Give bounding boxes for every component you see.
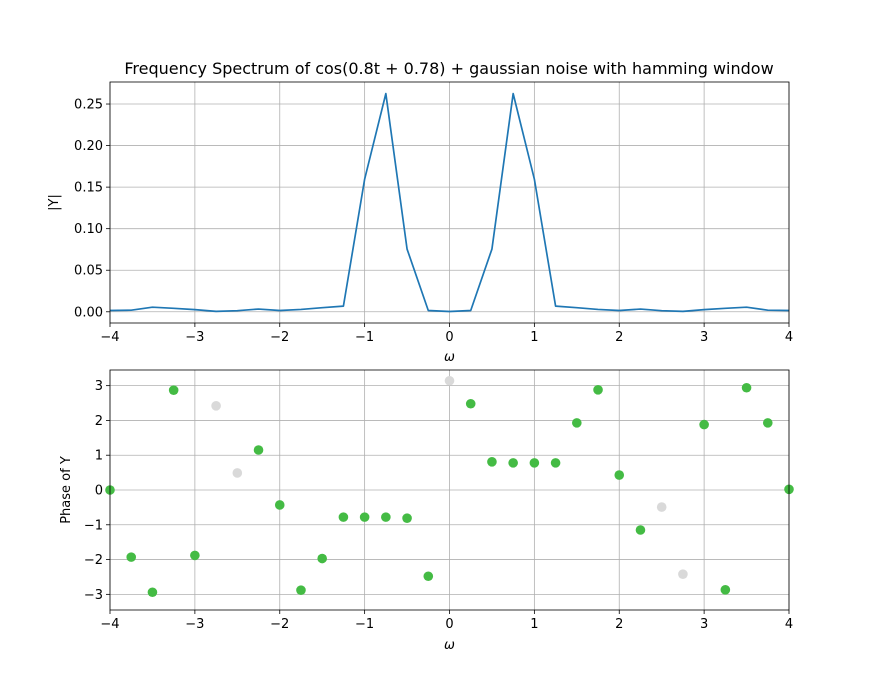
phase-point [550, 458, 561, 468]
phase-point [317, 553, 327, 564]
phase-point [147, 587, 158, 598]
phase-xtick-label: 1 [530, 617, 538, 632]
phase-xtick-label: −1 [355, 617, 374, 632]
mag-xtick-label: −3 [185, 330, 204, 345]
mag-ytick-label: 0.25 [74, 98, 103, 113]
phase-point [232, 468, 243, 478]
mag-ytick-label: 0.05 [74, 264, 103, 279]
mag-xlabel: ω [444, 350, 455, 365]
phase-plot: −4 −3 −2 −1 0 1 2 3 4 −3 −2 −1 0 1 2 3 ω Phase of Y [59, 369, 794, 653]
phase-ytick-label: −1 [84, 518, 103, 533]
mag-xtick-label: 2 [615, 330, 623, 345]
phase-xtick-label: −4 [100, 617, 119, 632]
magnitude-line [109, 92, 790, 313]
phase-point [274, 500, 285, 510]
mag-xtick-label: 1 [530, 330, 538, 345]
phase-point [402, 513, 412, 523]
phase-point [762, 418, 773, 428]
phase-point [529, 458, 540, 468]
phase-ylabel: Phase of Y [59, 456, 74, 524]
phase-ytick-label: 2 [95, 414, 103, 429]
phase-point [338, 512, 349, 522]
mag-ylabel: |Y| [47, 194, 62, 211]
mag-xtick-label: −4 [100, 330, 119, 345]
phase-point [572, 418, 582, 428]
phase-point [614, 470, 625, 480]
phase-point [423, 571, 434, 582]
mag-xtick-label: −2 [270, 330, 289, 345]
phase-ytick-label: −2 [84, 553, 103, 568]
mag-frame [109, 81, 790, 324]
mag-ytick-label: 0.00 [74, 305, 103, 320]
magnitude-plot: −4 −3 −2 −1 0 1 2 3 4 0.00 0.05 0.10 0.15 0.20 0.25 ω |Y… [47, 81, 793, 365]
phase-ytick-label: 0 [95, 484, 103, 499]
phase-point [190, 550, 200, 561]
phase-ytick-label: 1 [95, 449, 103, 464]
phase-point [720, 585, 731, 595]
phase-xlabel: ω [444, 638, 455, 653]
mag-xtick-label: 4 [785, 330, 793, 345]
phase-point [211, 401, 221, 411]
phase-xtick-label: 3 [700, 617, 708, 632]
phase-xtick-label: 0 [445, 617, 453, 632]
phase-point [678, 569, 688, 579]
phase-point [487, 457, 497, 467]
phase-point [593, 385, 603, 395]
mag-ytick-label: 0.15 [74, 181, 103, 196]
phase-ytick-label: 3 [95, 379, 103, 394]
phase-point [741, 382, 752, 393]
phase-xtick-label: 4 [785, 617, 793, 632]
mag-xtick-label: −1 [355, 330, 374, 345]
mag-ytick-label: 0.20 [74, 139, 103, 154]
mag-xtick-label: 3 [700, 330, 708, 345]
phase-point [465, 398, 476, 409]
phase-point [444, 375, 455, 386]
phase-point [359, 512, 370, 522]
phase-point [168, 385, 179, 395]
phase-xtick-label: 2 [615, 617, 623, 632]
mag-xtick-label: 0 [445, 330, 453, 345]
phase-point [126, 552, 137, 562]
phase-point [381, 512, 391, 522]
mag-ytick-label: 0.10 [74, 222, 103, 237]
phase-xtick-label: −2 [270, 617, 289, 632]
phase-point [656, 502, 667, 512]
phase-ytick-label: −3 [84, 588, 103, 603]
phase-point [508, 458, 518, 468]
phase-point [296, 585, 306, 595]
phase-xtick-label: −3 [185, 617, 204, 632]
phase-point [635, 525, 646, 535]
top-chart-title: Frequency Spectrum of cos(0.8t + 0.78) +… [124, 59, 773, 78]
phase-frame [109, 369, 790, 611]
phase-point [699, 419, 709, 430]
phase-point [253, 445, 264, 455]
